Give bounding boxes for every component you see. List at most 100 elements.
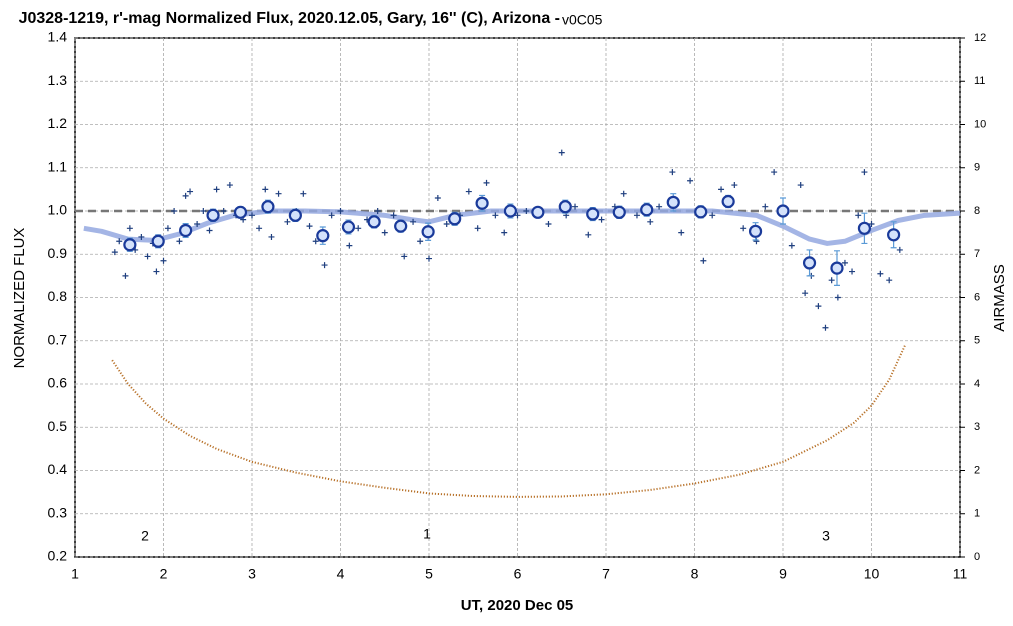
y-tick-label: 1.1 bbox=[48, 158, 68, 174]
y2-tick-label: 8 bbox=[974, 205, 980, 217]
data-point bbox=[355, 225, 362, 232]
x-tick-label: 7 bbox=[602, 566, 610, 582]
data-point bbox=[598, 216, 605, 223]
data-point bbox=[417, 238, 424, 245]
y-tick-label: 1.2 bbox=[48, 115, 68, 131]
data-point bbox=[585, 231, 592, 238]
y-tick-label: 0.9 bbox=[48, 245, 68, 261]
binned-point bbox=[586, 207, 600, 221]
annotation: 2 bbox=[141, 528, 149, 544]
data-point bbox=[116, 238, 123, 245]
data-point bbox=[868, 220, 875, 227]
data-point bbox=[410, 218, 417, 225]
y2-tick-label: 4 bbox=[974, 378, 980, 390]
data-point bbox=[861, 169, 868, 176]
data-point bbox=[815, 303, 822, 310]
x-tick-label: 4 bbox=[337, 566, 345, 582]
x-tick-label: 8 bbox=[691, 566, 699, 582]
data-point bbox=[256, 225, 263, 232]
binned-point bbox=[558, 200, 572, 214]
data-point bbox=[111, 249, 118, 256]
data-point bbox=[220, 208, 227, 214]
data-point bbox=[731, 182, 738, 189]
data-point bbox=[709, 212, 716, 219]
y-tick-label: 0.3 bbox=[48, 504, 68, 520]
data-point bbox=[337, 208, 344, 214]
y2-axis-label: AIRMASS bbox=[991, 264, 1008, 332]
data-point bbox=[160, 257, 167, 264]
y2-tick-label: 3 bbox=[974, 421, 980, 433]
data-point bbox=[886, 277, 893, 284]
data-point bbox=[187, 188, 194, 195]
data-point bbox=[200, 208, 207, 214]
data-point bbox=[126, 225, 133, 232]
binned-point bbox=[666, 195, 680, 209]
data-point bbox=[176, 238, 183, 245]
y2-tick-label: 7 bbox=[974, 248, 980, 260]
data-point bbox=[620, 190, 627, 197]
x-tick-label: 5 bbox=[425, 566, 433, 582]
y-tick-label: 0.6 bbox=[48, 375, 68, 391]
x-tick-label: 11 bbox=[953, 566, 968, 582]
data-point bbox=[822, 324, 829, 331]
y-tick-label: 0.2 bbox=[48, 548, 68, 564]
x-tick-label: 9 bbox=[779, 566, 787, 582]
data-point bbox=[545, 220, 552, 227]
x-tick-label: 10 bbox=[864, 566, 880, 582]
data-point bbox=[841, 259, 848, 266]
data-point bbox=[300, 190, 307, 197]
data-point bbox=[321, 262, 328, 269]
binned-point bbox=[233, 205, 248, 219]
data-point bbox=[492, 212, 499, 219]
data-point bbox=[828, 277, 835, 284]
data-point bbox=[328, 212, 335, 219]
binned-point bbox=[448, 212, 462, 226]
y2-tick-label: 9 bbox=[974, 162, 980, 174]
data-point bbox=[346, 242, 353, 249]
binned-point bbox=[748, 224, 763, 238]
data-point bbox=[284, 218, 291, 225]
data-point bbox=[834, 294, 841, 301]
data-point bbox=[374, 208, 381, 214]
annotation: 1 bbox=[423, 526, 431, 542]
binned-point bbox=[531, 205, 545, 219]
data-point bbox=[572, 203, 579, 210]
data-point bbox=[788, 242, 795, 249]
y2-tick-label: 2 bbox=[974, 464, 980, 476]
data-point bbox=[249, 212, 255, 219]
y-tick-label: 0.4 bbox=[48, 461, 68, 477]
data-point bbox=[718, 186, 725, 193]
y2-tick-label: 6 bbox=[974, 291, 980, 303]
data-point bbox=[275, 190, 282, 197]
y2-tick-label: 10 bbox=[974, 118, 986, 130]
data-point bbox=[226, 182, 233, 189]
binned-point bbox=[776, 204, 790, 218]
x-tick-label: 6 bbox=[514, 566, 522, 582]
data-point bbox=[138, 233, 145, 240]
data-point bbox=[434, 195, 441, 202]
data-point bbox=[771, 169, 778, 176]
x-tick-label: 2 bbox=[160, 566, 168, 582]
binned-point bbox=[206, 208, 220, 222]
data-point bbox=[144, 253, 151, 260]
data-point bbox=[877, 270, 884, 277]
y-tick-label: 0.7 bbox=[48, 331, 68, 347]
binned-point bbox=[123, 238, 137, 252]
binned-point bbox=[316, 229, 330, 243]
data-point bbox=[164, 225, 171, 232]
data-point bbox=[633, 212, 640, 219]
chart-title: J0328-1219, r'-mag Normalized Flux, 2020… bbox=[19, 10, 560, 27]
binned-point bbox=[887, 228, 901, 242]
data-point bbox=[153, 268, 160, 275]
data-point bbox=[753, 238, 760, 245]
binned-point bbox=[421, 225, 435, 239]
data-point bbox=[443, 220, 450, 227]
data-point bbox=[678, 229, 685, 236]
x-tick-label: 1 bbox=[71, 566, 79, 582]
binned-point bbox=[694, 205, 708, 219]
binned-point bbox=[179, 223, 193, 238]
binned-point bbox=[475, 196, 489, 210]
data-point bbox=[426, 255, 432, 262]
data-point bbox=[122, 272, 129, 279]
data-point bbox=[306, 223, 313, 230]
